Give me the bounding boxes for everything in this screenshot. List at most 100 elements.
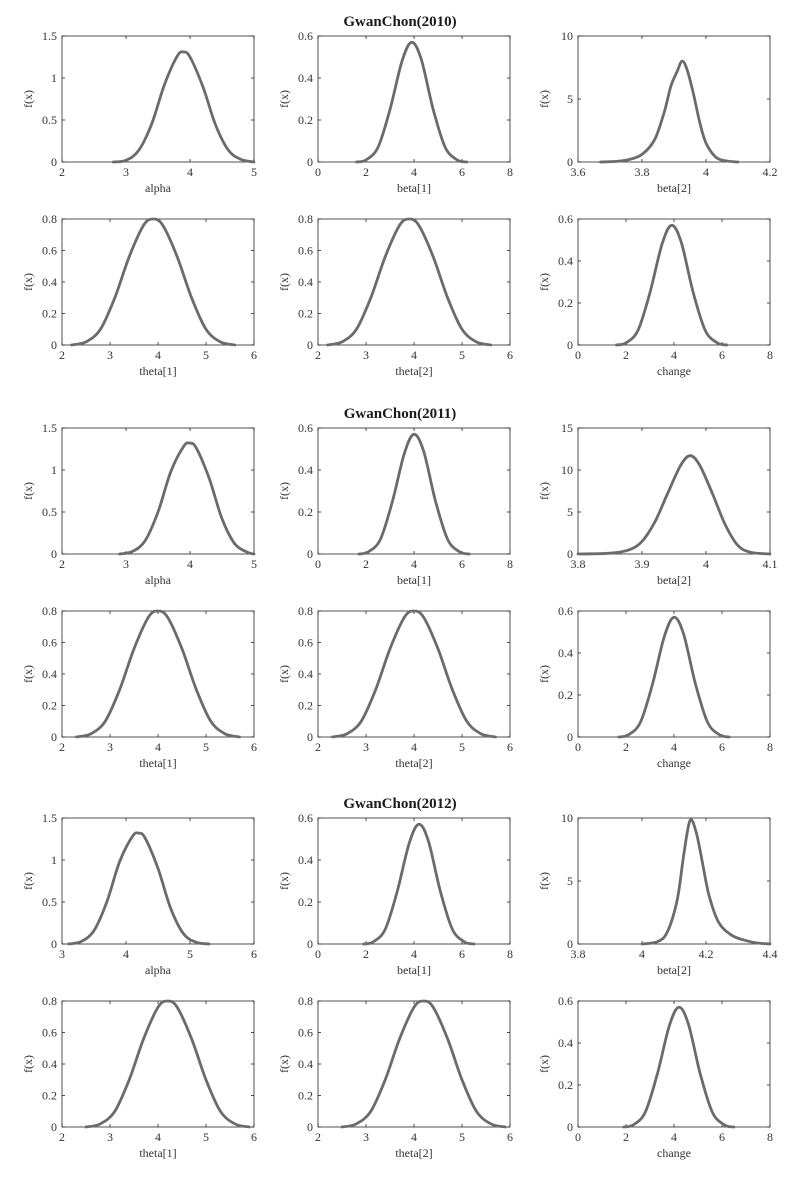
- x-tick-label: 4.4: [763, 947, 778, 961]
- x-axis-label: beta[2]: [657, 963, 691, 977]
- x-axis-label: beta[2]: [657, 181, 691, 195]
- y-tick-label: 0.8: [42, 604, 57, 618]
- y-tick-label: 0: [51, 547, 57, 561]
- plot-frame: [317, 218, 511, 346]
- x-axis-label: theta[1]: [139, 364, 176, 378]
- density-curve: [617, 615, 731, 739]
- x-tick-label: 3.8: [635, 165, 650, 179]
- x-tick-label: 4: [639, 947, 645, 961]
- subplot-change: 0 2 4 6 8 0 0.2 0.4 0.6 change f(x): [537, 994, 773, 1160]
- y-tick-label: 0.6: [298, 29, 313, 43]
- density-curve: [640, 818, 772, 946]
- x-tick-label: 5: [203, 740, 209, 754]
- y-tick-label: 5: [567, 92, 573, 106]
- x-tick-label: 3: [123, 557, 129, 571]
- x-tick-label: 3: [363, 1130, 369, 1144]
- y-axis-label: f(x): [537, 1055, 551, 1073]
- density-curve: [362, 822, 476, 946]
- y-tick-label: 0.8: [42, 994, 57, 1008]
- y-tick-label: 0.2: [558, 1078, 573, 1092]
- x-tick-label: 2: [59, 740, 65, 754]
- x-tick-label: 6: [719, 348, 725, 362]
- density-curve: [331, 609, 497, 739]
- y-tick-label: 0: [307, 338, 313, 352]
- density-curve: [615, 223, 729, 347]
- y-tick-label: 0: [51, 730, 57, 744]
- y-tick-label: 0.2: [558, 296, 573, 310]
- subplot-alpha: 2 3 4 5 0 0.5 1 1.5 alpha f(x): [21, 421, 257, 587]
- y-tick-label: 0.6: [298, 244, 313, 258]
- y-tick-label: 0.6: [558, 212, 573, 226]
- plot-frame: [61, 35, 255, 163]
- plot-frame: [577, 817, 771, 945]
- x-axis-label: change: [657, 364, 691, 378]
- x-tick-label: 0: [575, 348, 581, 362]
- y-tick-label: 0: [567, 547, 573, 561]
- x-axis-label: beta[1]: [397, 573, 431, 587]
- subplot-theta1: 2 3 4 5 6 0 0.2 0.4 0.6 0.8 theta[1] f(x): [21, 994, 257, 1160]
- y-axis-label: f(x): [21, 482, 35, 500]
- y-tick-label: 0.4: [298, 71, 313, 85]
- x-axis-label: beta[2]: [657, 573, 691, 587]
- x-tick-label: 3.9: [635, 557, 650, 571]
- y-axis-label: f(x): [537, 482, 551, 500]
- y-tick-label: 0.8: [298, 994, 313, 1008]
- density-curve: [357, 432, 471, 556]
- y-tick-label: 0.4: [298, 275, 313, 289]
- x-tick-label: 4: [155, 1130, 161, 1144]
- subplot-theta2: 2 3 4 5 6 0 0.2 0.4 0.6 0.8 theta[2] f(x): [277, 604, 513, 770]
- y-tick-label: 0.6: [298, 811, 313, 825]
- density-curve: [576, 454, 772, 556]
- x-axis-label: beta[1]: [397, 181, 431, 195]
- plot-frame: [577, 218, 771, 346]
- y-tick-label: 10: [561, 811, 573, 825]
- subplot-beta1: 0 2 4 6 8 0 0.2 0.4 0.6 beta[1] f(x): [277, 811, 513, 977]
- plot-frame: [317, 35, 511, 163]
- x-tick-label: 3: [107, 1130, 113, 1144]
- x-tick-label: 6: [459, 557, 465, 571]
- x-tick-label: 6: [719, 1130, 725, 1144]
- subplot-beta2: 3.8 4 4.2 4.4 0 5 10 beta[2] f(x): [537, 811, 778, 977]
- x-tick-label: 4: [411, 947, 417, 961]
- plot-frame: [61, 218, 255, 346]
- y-tick-label: 0.8: [42, 212, 57, 226]
- y-tick-label: 15: [561, 421, 573, 435]
- y-axis-label: f(x): [21, 1055, 35, 1073]
- density-curve: [84, 999, 251, 1129]
- y-tick-label: 0.6: [42, 1026, 57, 1040]
- x-tick-label: 4: [411, 740, 417, 754]
- x-tick-label: 4: [703, 557, 709, 571]
- x-axis-label: change: [657, 1146, 691, 1160]
- y-tick-label: 0.4: [298, 463, 313, 477]
- subplot-beta2: 3.8 3.9 4 4.1 0 5 10 15 beta[2] f(x): [537, 421, 778, 587]
- x-tick-label: 5: [251, 557, 257, 571]
- y-tick-label: 0.2: [298, 505, 313, 519]
- y-tick-label: 0: [307, 937, 313, 951]
- density-curve: [75, 609, 241, 739]
- subplot-beta1: 0 2 4 6 8 0 0.2 0.4 0.6 beta[1] f(x): [277, 421, 513, 587]
- density-curve: [118, 441, 256, 556]
- plot-frame: [317, 610, 511, 738]
- x-axis-label: theta[2]: [395, 364, 432, 378]
- y-tick-label: 0.4: [558, 1036, 573, 1050]
- x-tick-label: 5: [203, 348, 209, 362]
- plot-frame: [61, 610, 255, 738]
- density-curve: [622, 1005, 736, 1129]
- x-tick-label: 2: [623, 740, 629, 754]
- y-tick-label: 0.2: [298, 699, 313, 713]
- y-tick-label: 0.4: [42, 667, 57, 681]
- x-axis-label: beta[1]: [397, 963, 431, 977]
- plot-frame: [61, 817, 255, 945]
- y-axis-label: f(x): [277, 1055, 291, 1073]
- x-tick-label: 4: [671, 1130, 677, 1144]
- plot-frame: [317, 817, 511, 945]
- group-title: GwanChon(2010): [343, 14, 456, 30]
- x-tick-label: 5: [203, 1130, 209, 1144]
- x-tick-label: 8: [767, 740, 773, 754]
- y-tick-label: 0.5: [42, 505, 57, 519]
- y-tick-label: 0: [307, 1120, 313, 1134]
- density-curve: [111, 50, 256, 164]
- x-tick-label: 5: [187, 947, 193, 961]
- plot-frame: [61, 427, 255, 555]
